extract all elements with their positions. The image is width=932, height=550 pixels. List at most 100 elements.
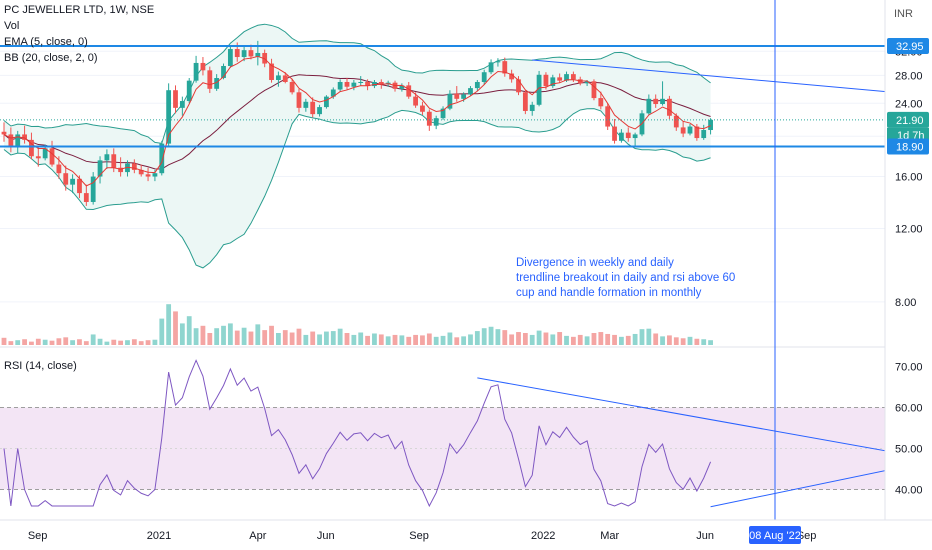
support-price-badge: 18.90 xyxy=(896,141,924,153)
candle xyxy=(406,81,412,99)
time-tick-label: 2022 xyxy=(531,530,555,542)
candle-body xyxy=(701,130,707,139)
candle-body xyxy=(440,108,446,119)
candle-body xyxy=(543,74,549,87)
candle xyxy=(77,175,82,199)
volume-bar xyxy=(543,332,549,345)
candle xyxy=(90,172,96,205)
candle-body xyxy=(673,115,679,128)
volume-bar xyxy=(474,331,480,345)
candle-body xyxy=(550,77,556,87)
volume-bar xyxy=(619,336,624,345)
volume-bar xyxy=(131,339,137,345)
candle xyxy=(605,103,611,131)
volume-bar xyxy=(358,332,364,345)
candle xyxy=(248,44,254,60)
volume-bar xyxy=(241,327,247,345)
candle-body xyxy=(474,81,480,89)
candle-body xyxy=(529,104,535,111)
volume-bar xyxy=(70,340,75,345)
candle-body xyxy=(694,126,700,139)
candle xyxy=(63,165,69,191)
rsi-indicator-label[interactable]: RSI (14, close) xyxy=(4,360,77,372)
volume-bar xyxy=(214,328,220,345)
candle-body xyxy=(330,89,336,97)
candle-body xyxy=(248,50,254,57)
volume-bar xyxy=(461,336,467,345)
candle xyxy=(646,94,652,115)
candle xyxy=(481,69,487,85)
vol-indicator-label[interactable]: Vol xyxy=(4,20,20,32)
annotation-line-2: trendline breakout in daily and rsi abov… xyxy=(516,272,736,284)
candle xyxy=(570,71,576,82)
candle xyxy=(557,73,563,83)
annotation-text[interactable]: Divergence in weekly and daily trendline… xyxy=(516,256,735,301)
candle xyxy=(522,90,528,115)
candle xyxy=(625,127,631,142)
price-tick-label: 8.00 xyxy=(895,297,916,309)
volume-bar xyxy=(365,335,370,345)
candle xyxy=(433,115,439,130)
volume-bar xyxy=(173,311,178,345)
time-tick-label: Apr xyxy=(249,530,266,542)
volume-bar xyxy=(29,341,34,345)
resistance-price-badge: 32.95 xyxy=(896,41,924,53)
volume-bar xyxy=(159,318,165,345)
volume-bar xyxy=(454,337,460,345)
last-price-badge: 21.90 xyxy=(896,115,924,127)
candle-body xyxy=(433,118,439,126)
volume-bar xyxy=(570,336,576,345)
candle-body xyxy=(481,72,487,82)
candle-body xyxy=(351,82,357,87)
volume-bar xyxy=(468,334,473,345)
volume-bar xyxy=(255,324,261,345)
candle-body xyxy=(104,154,110,161)
candle-body xyxy=(207,70,213,89)
candle xyxy=(344,78,350,90)
candle-body xyxy=(111,154,117,168)
ema-indicator-label[interactable]: EMA (5, close, 0) xyxy=(4,36,88,48)
volume-bar xyxy=(516,332,521,345)
candle xyxy=(619,129,624,143)
candle xyxy=(454,86,460,102)
annotation-line-3: cup and handle formation in monthly xyxy=(516,287,702,299)
candle xyxy=(509,69,515,83)
candle xyxy=(179,96,185,116)
candle xyxy=(687,123,693,136)
volume-bar xyxy=(234,330,240,345)
candle-body xyxy=(653,98,659,105)
candle-body xyxy=(591,81,597,99)
candle xyxy=(440,106,446,120)
candle xyxy=(591,79,597,101)
bb-lower-line xyxy=(3,108,711,269)
candle-body xyxy=(77,178,82,194)
candle xyxy=(35,147,41,167)
rsi-trendline xyxy=(477,377,932,460)
volume-bar xyxy=(193,328,199,345)
candle-body xyxy=(557,77,563,81)
candle xyxy=(337,79,343,92)
candle-body xyxy=(687,126,693,134)
candle-body xyxy=(564,74,569,81)
candle xyxy=(351,79,357,91)
candle-body xyxy=(337,81,343,90)
volume-bar xyxy=(221,325,226,345)
crosshair-date-label: 08 Aug '22 xyxy=(749,530,801,542)
candle xyxy=(365,79,370,91)
candle xyxy=(694,123,700,141)
candle xyxy=(468,86,473,96)
volume-bar xyxy=(413,334,418,345)
candle xyxy=(550,74,556,89)
time-tick-label: Jun xyxy=(317,530,335,542)
volume-bar xyxy=(186,316,192,345)
candle xyxy=(131,159,137,174)
bb-fill xyxy=(4,24,711,268)
candle xyxy=(399,83,405,92)
volume-bar xyxy=(248,331,254,345)
volume-bar xyxy=(701,339,707,345)
bb-indicator-label[interactable]: BB (20, close, 2, 0) xyxy=(4,52,98,64)
candle xyxy=(420,101,425,115)
candle-body xyxy=(317,107,322,115)
candle-body xyxy=(90,176,96,202)
